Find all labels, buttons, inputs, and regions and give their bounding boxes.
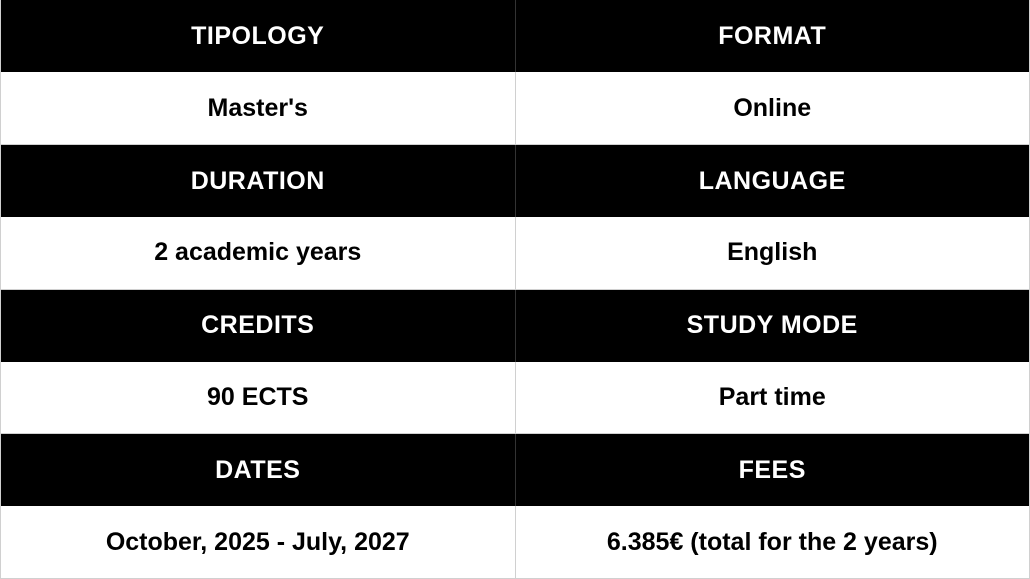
header-study-mode: STUDY MODE	[515, 289, 1030, 361]
table-value-row: October, 2025 - July, 2027 6.385€ (total…	[1, 506, 1030, 578]
value-dates: October, 2025 - July, 2027	[1, 506, 516, 578]
table-header-row: TIPOLOGY FORMAT	[1, 0, 1030, 72]
value-duration: 2 academic years	[1, 217, 516, 289]
table-value-row: 90 ECTS Part time	[1, 362, 1030, 434]
header-tipology: TIPOLOGY	[1, 0, 516, 72]
table-header-row: CREDITS STUDY MODE	[1, 289, 1030, 361]
header-format: FORMAT	[515, 0, 1030, 72]
value-format: Online	[515, 72, 1030, 144]
table-value-row: 2 academic years English	[1, 217, 1030, 289]
program-info-table: TIPOLOGY FORMAT Master's Online DURATION…	[0, 0, 1030, 579]
value-fees: 6.385€ (total for the 2 years)	[515, 506, 1030, 578]
table-value-row: Master's Online	[1, 72, 1030, 144]
value-tipology: Master's	[1, 72, 516, 144]
header-dates: DATES	[1, 434, 516, 506]
header-fees: FEES	[515, 434, 1030, 506]
header-duration: DURATION	[1, 145, 516, 217]
header-credits: CREDITS	[1, 289, 516, 361]
value-credits: 90 ECTS	[1, 362, 516, 434]
table-header-row: DATES FEES	[1, 434, 1030, 506]
value-study-mode: Part time	[515, 362, 1030, 434]
value-language: English	[515, 217, 1030, 289]
table-header-row: DURATION LANGUAGE	[1, 145, 1030, 217]
header-language: LANGUAGE	[515, 145, 1030, 217]
